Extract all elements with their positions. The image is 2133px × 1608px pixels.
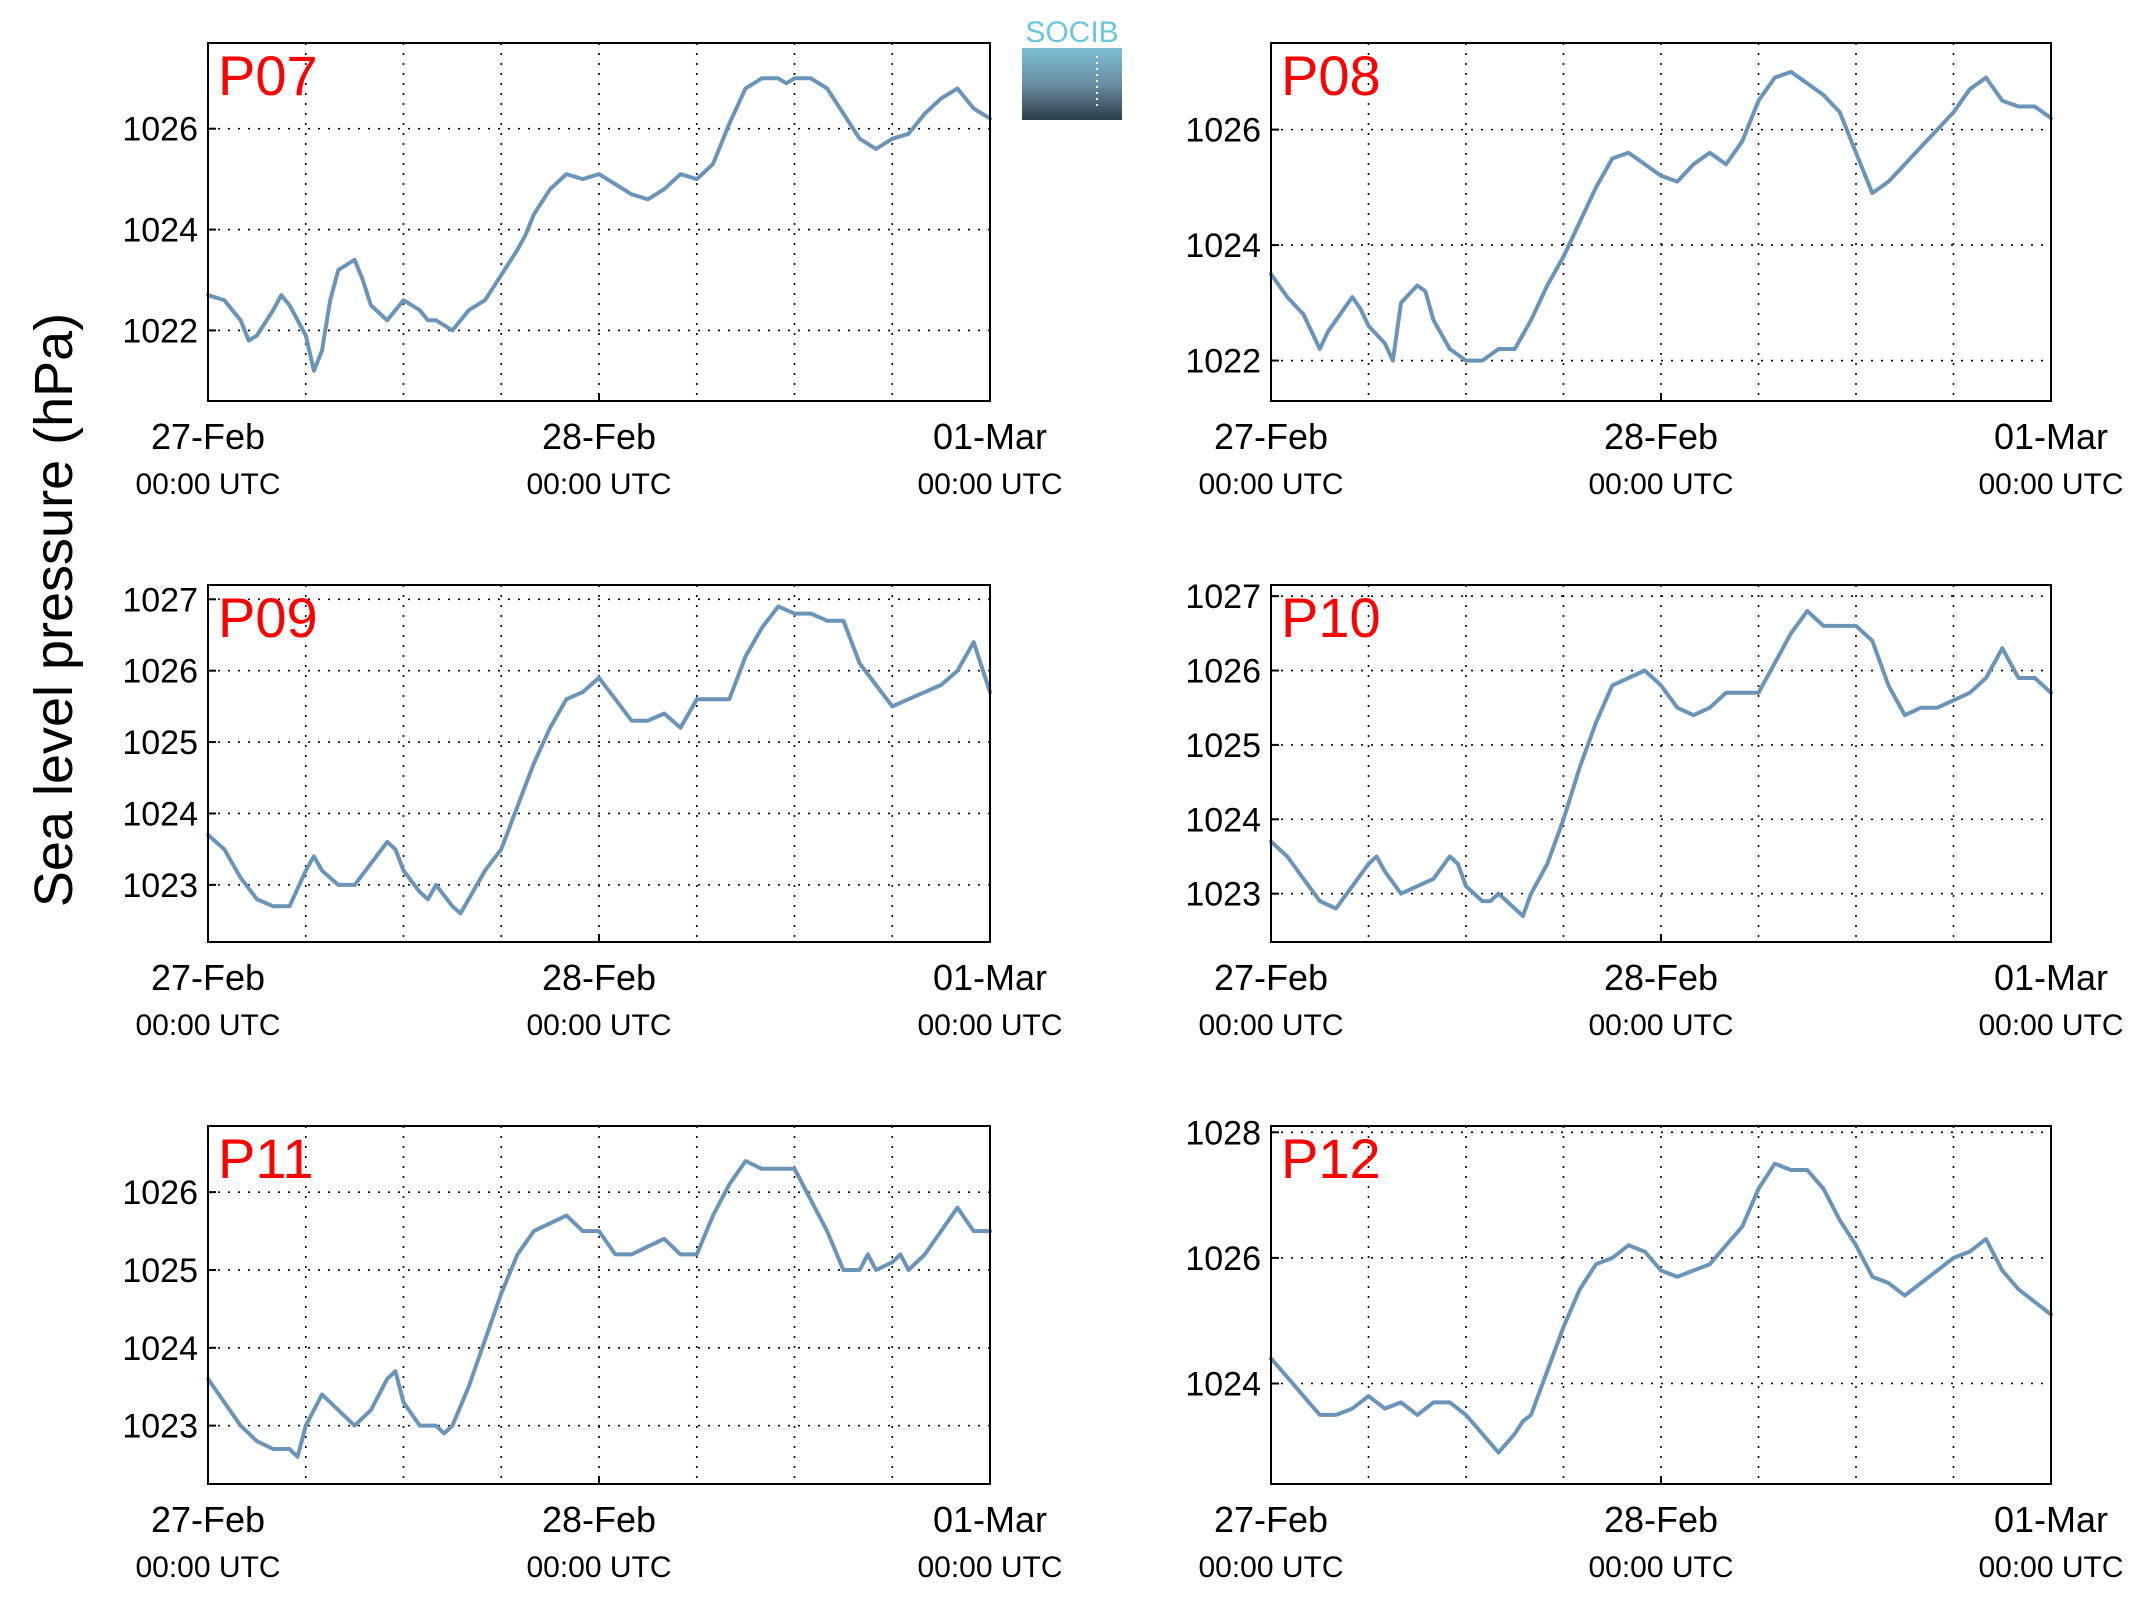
x-tick-label-date: 28-Feb <box>1604 1499 1718 1540</box>
y-tick-label: 1024 <box>1185 801 1261 839</box>
x-tick-label-date: 27-Feb <box>1214 416 1328 457</box>
x-tick-label-date: 01-Mar <box>1994 1499 2108 1540</box>
plot-frame <box>207 584 991 943</box>
y-tick-label: 1022 <box>1185 343 1261 381</box>
socib-logo-text: SOCIB <box>1025 16 1118 49</box>
station-label: P12 <box>1281 1127 1381 1190</box>
y-tick-label: 1026 <box>122 1174 198 1212</box>
x-tick-label-date: 27-Feb <box>151 1499 265 1540</box>
x-tick-label-time: 00:00 UTC <box>135 1551 280 1584</box>
chart-panels: 27-Feb 00:00 UTC 28-Feb 00:00 UTC 01-Mar 00:0… <box>122 42 2124 1584</box>
x-tick-label-time: 00:00 UTC <box>917 1009 1062 1042</box>
chart-panel-p11: 27-Feb 00:00 UTC 28-Feb 00:00 UTC 01-Mar 00:0… <box>122 1125 1063 1584</box>
y-tick-label: 1026 <box>122 111 198 149</box>
x-tick-label-date: 27-Feb <box>151 416 265 457</box>
x-tick-label-time: 00:00 UTC <box>1198 1551 1343 1584</box>
x-tick-label-date: 27-Feb <box>151 957 265 998</box>
x-tick-label-date: 01-Mar <box>933 416 1047 457</box>
y-tick-label: 1027 <box>122 581 198 619</box>
y-tick-label: 1025 <box>1185 727 1261 765</box>
y-tick-label: 1027 <box>1185 578 1261 616</box>
plot-frame <box>1270 584 2052 943</box>
station-label: P10 <box>1281 586 1381 649</box>
x-tick-label-date: 01-Mar <box>1994 416 2108 457</box>
x-tick-label-time: 00:00 UTC <box>1978 1009 2123 1042</box>
y-tick-label: 1028 <box>1185 1114 1261 1152</box>
plot-frame <box>207 1125 991 1485</box>
x-tick-label-time: 00:00 UTC <box>135 1009 280 1042</box>
y-tick-label: 1026 <box>1185 1240 1261 1278</box>
x-tick-label-time: 00:00 UTC <box>917 468 1062 501</box>
x-tick-label-date: 27-Feb <box>1214 1499 1328 1540</box>
x-tick-label-time: 00:00 UTC <box>1978 468 2123 501</box>
x-tick-label-time: 00:00 UTC <box>526 1009 671 1042</box>
chart-panel-p09: 27-Feb 00:00 UTC 28-Feb 00:00 UTC 01-Mar 00:0… <box>122 581 1062 1042</box>
station-label: P11 <box>218 1127 313 1190</box>
y-tick-label: 1024 <box>122 212 198 250</box>
x-tick-label-date: 01-Mar <box>933 1499 1047 1540</box>
pressure-series-line <box>206 604 992 916</box>
x-tick-label-date: 28-Feb <box>542 416 656 457</box>
x-tick-label-date: 01-Mar <box>933 957 1047 998</box>
y-tick-label: 1024 <box>122 1330 198 1368</box>
x-tick-label-date: 28-Feb <box>542 1499 656 1540</box>
plot-frame <box>207 42 991 402</box>
y-tick-label: 1023 <box>122 867 198 905</box>
chart-panel-p07: 27-Feb 00:00 UTC 28-Feb 00:00 UTC 01-Mar 00:0… <box>122 42 1063 501</box>
x-tick-label-time: 00:00 UTC <box>1978 1551 2123 1584</box>
x-tick-label-time: 00:00 UTC <box>1588 1009 1733 1042</box>
y-tick-label: 1023 <box>122 1408 198 1446</box>
y-axis-label: Sea level pressure (hPa) <box>24 313 84 907</box>
chart-panel-p10: 27-Feb 00:00 UTC 28-Feb 00:00 UTC 01-Mar 00:0… <box>1185 578 2123 1042</box>
station-label: P07 <box>218 44 318 107</box>
x-tick-label-time: 00:00 UTC <box>135 468 280 501</box>
y-tick-label: 1024 <box>122 795 198 833</box>
x-tick-label-time: 00:00 UTC <box>526 468 671 501</box>
station-label: P09 <box>218 586 318 649</box>
pressure-series-line <box>206 76 992 373</box>
y-tick-label: 1026 <box>1185 112 1261 150</box>
x-tick-label-date: 28-Feb <box>1604 957 1718 998</box>
x-tick-label-time: 00:00 UTC <box>917 1551 1062 1584</box>
socib-logo: SOCIB <box>1022 16 1122 120</box>
x-tick-label-time: 00:00 UTC <box>1198 468 1343 501</box>
y-tick-label: 1026 <box>122 653 198 691</box>
pressure-series-line <box>206 1159 992 1459</box>
x-tick-label-time: 00:00 UTC <box>526 1551 671 1584</box>
pressure-series-line <box>1269 69 2053 363</box>
x-tick-label-date: 01-Mar <box>1994 957 2108 998</box>
x-tick-label-time: 00:00 UTC <box>1588 1551 1733 1584</box>
chart-panel-p08: 27-Feb 00:00 UTC 28-Feb 00:00 UTC 01-Mar 00:0… <box>1185 42 2124 501</box>
y-tick-label: 1022 <box>122 312 198 350</box>
pressure-series-line <box>1269 1161 2053 1455</box>
x-tick-label-time: 00:00 UTC <box>1588 468 1733 501</box>
x-tick-label-time: 00:00 UTC <box>1198 1009 1343 1042</box>
x-tick-label-date: 28-Feb <box>1604 416 1718 457</box>
y-tick-label: 1025 <box>122 1252 198 1290</box>
y-tick-label: 1025 <box>122 724 198 762</box>
y-tick-label: 1026 <box>1185 653 1261 691</box>
chart-panel-p12: 27-Feb 00:00 UTC 28-Feb 00:00 UTC 01-Mar 00:0… <box>1185 1114 2123 1584</box>
socib-logo-block <box>1022 48 1122 120</box>
pressure-series-line <box>1269 609 2053 918</box>
station-label: P08 <box>1281 44 1381 107</box>
y-tick-label: 1024 <box>1185 227 1261 265</box>
x-tick-label-date: 28-Feb <box>542 957 656 998</box>
plot-frame <box>1270 1125 2052 1485</box>
y-tick-label: 1024 <box>1185 1366 1261 1404</box>
x-tick-label-date: 27-Feb <box>1214 957 1328 998</box>
y-tick-label: 1023 <box>1185 876 1261 914</box>
